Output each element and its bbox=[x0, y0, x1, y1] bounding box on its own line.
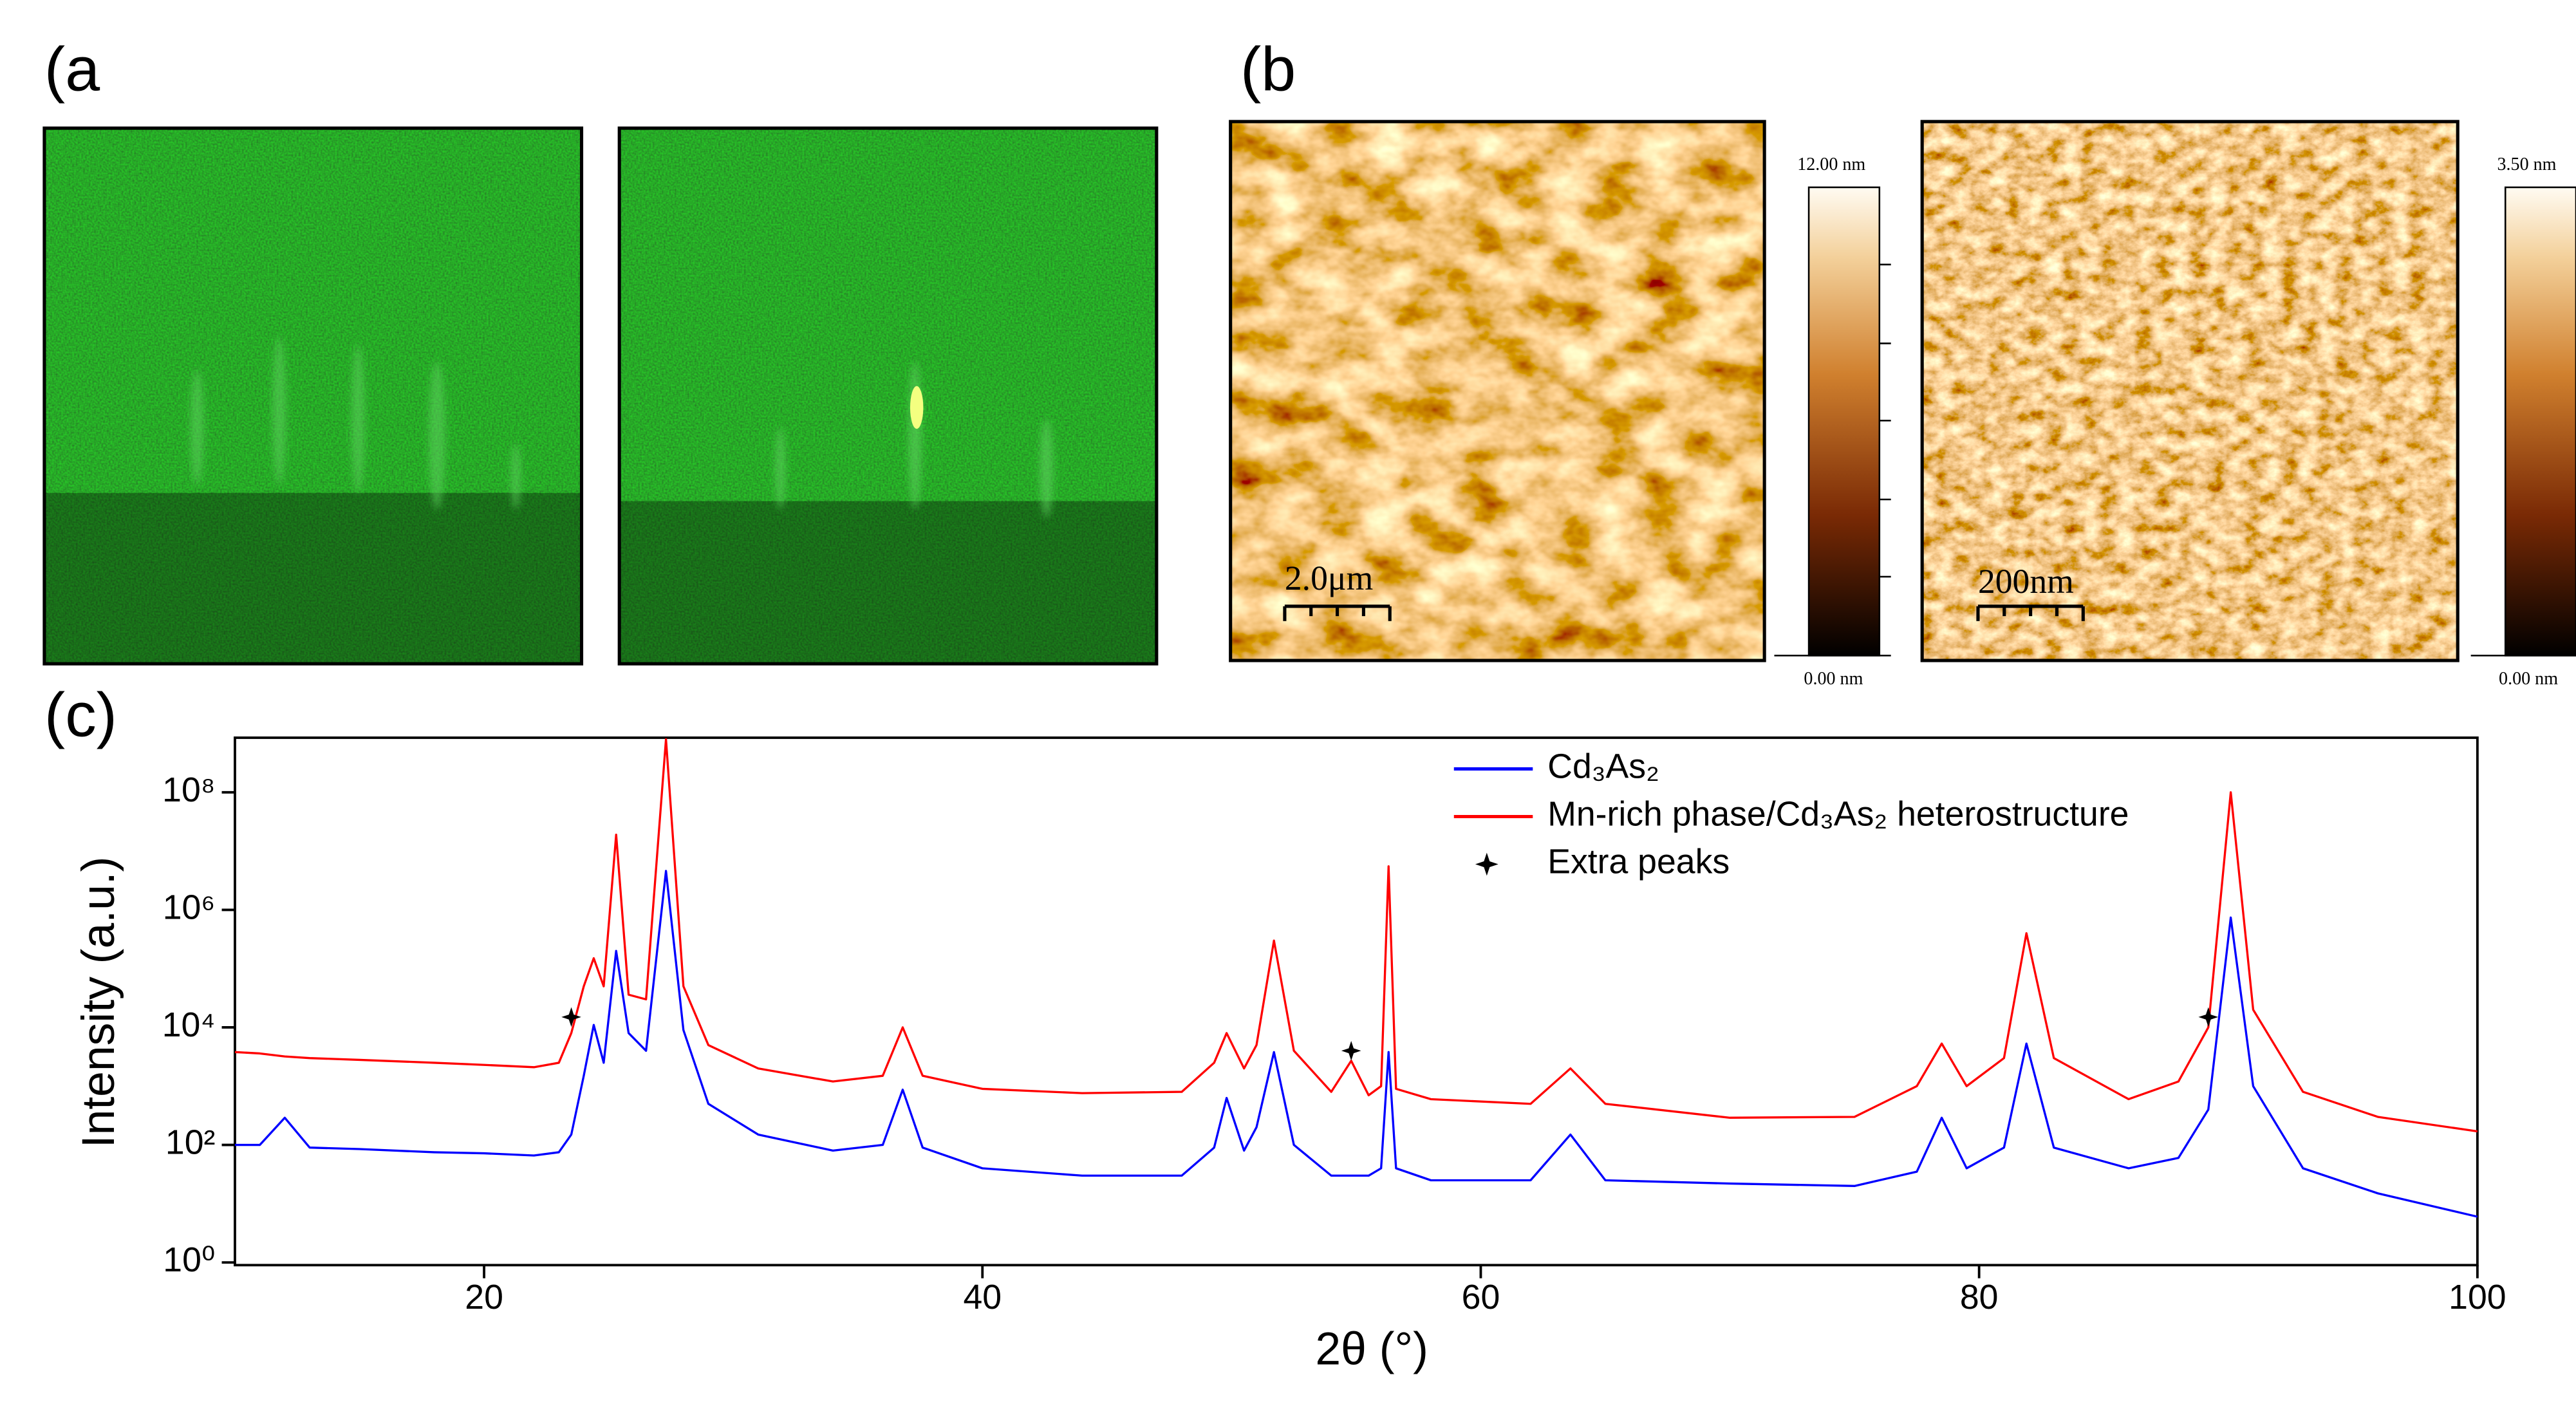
y-tick-label: 10⁸ bbox=[162, 771, 215, 809]
scale-bar-label: 2.0μm bbox=[1285, 559, 1373, 597]
panel-label: (a bbox=[44, 33, 100, 104]
y-tick-label: 10² bbox=[165, 1123, 215, 1162]
afm-image bbox=[1920, 120, 2459, 662]
colorbar-label: 0.00 nm bbox=[1804, 669, 1863, 689]
y-tick-label: 10⁰ bbox=[163, 1240, 215, 1279]
legend-label: Cd₃As₂ bbox=[1547, 747, 1659, 786]
x-tick-label: 20 bbox=[465, 1278, 503, 1316]
colorbar-label: 0.00 nm bbox=[2499, 669, 2558, 689]
data-line bbox=[234, 738, 2478, 1133]
panel-label: (c) bbox=[44, 680, 117, 750]
rheed-image bbox=[42, 126, 584, 666]
legend-label: Mn-rich phase/Cd₃As₂ heterostructure bbox=[1547, 795, 2129, 834]
x-tick-label: 60 bbox=[1462, 1278, 1500, 1316]
extra-peak-marker bbox=[561, 1007, 581, 1027]
legend-swatch bbox=[1475, 852, 1498, 876]
colorbar bbox=[1774, 186, 1891, 657]
colorbar-label: 12.00 nm bbox=[1797, 154, 1865, 174]
rheed-image bbox=[617, 126, 1159, 666]
x-axis-label: 2θ (°) bbox=[1315, 1323, 1428, 1374]
x-tick-label: 80 bbox=[1960, 1278, 1999, 1316]
plot-area: 20 40 60 80 100 10⁰ 10² 10⁴ 10⁶ 10⁸ Cd₃As₂ Mn-rich … bbox=[162, 738, 2506, 1316]
scale-bar-label: 200nm bbox=[1978, 562, 2074, 601]
colorbar bbox=[2470, 186, 2576, 657]
x-tick-label: 100 bbox=[2449, 1278, 2506, 1316]
plot-frame bbox=[234, 736, 2479, 1267]
y-axis-label: Intensity (a.u.) bbox=[73, 857, 124, 1148]
data-line bbox=[234, 870, 2478, 1218]
y-tick-label: 10⁴ bbox=[162, 1006, 216, 1044]
extra-peak-marker bbox=[1341, 1040, 1361, 1061]
colorbar-label: 3.50 nm bbox=[2497, 154, 2556, 174]
x-tick-label: 40 bbox=[963, 1278, 1002, 1316]
afm-image bbox=[1229, 120, 1766, 662]
extra-peak-marker bbox=[2198, 1007, 2219, 1027]
legend-label: Extra peaks bbox=[1547, 843, 1730, 881]
panel-label: (b bbox=[1240, 33, 1296, 104]
y-tick-label: 10⁶ bbox=[163, 888, 216, 927]
